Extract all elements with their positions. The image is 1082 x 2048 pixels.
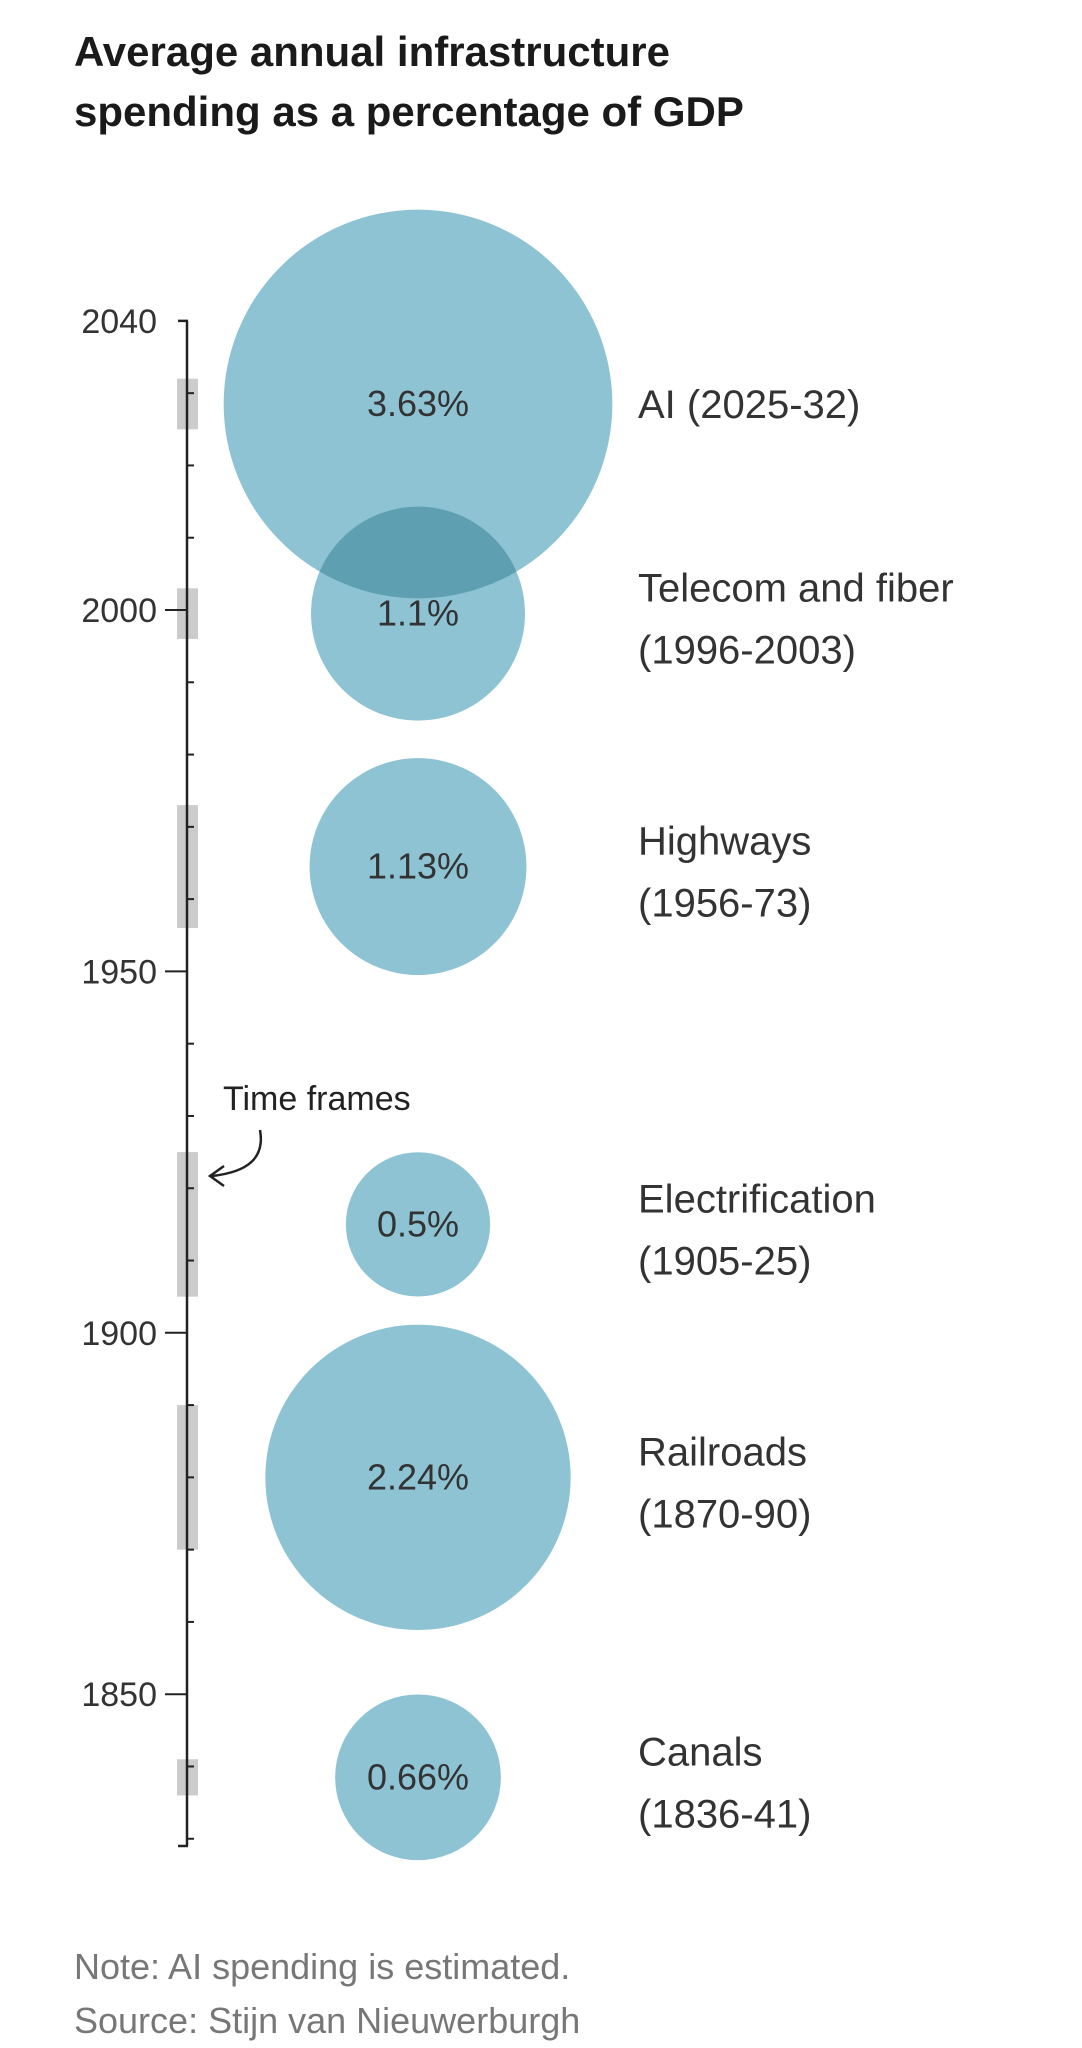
tick-label-2000: 2000: [81, 592, 157, 630]
bubble-3: [309, 758, 527, 976]
chart-title: Average annual infrastructure spending a…: [74, 22, 974, 142]
bubble-5: [223, 209, 613, 599]
project-name-1: Railroads: [638, 1430, 807, 1474]
source-text: Source: Stijn van Nieuwerburgh: [74, 2000, 581, 2041]
project-years-3: (1956-73): [638, 882, 811, 926]
bubble-timeline-chart: 1850 1900 1950 2000 2040 0.66% Canals (1836-41…: [81, 209, 954, 1861]
project-name-3: Highways: [638, 820, 811, 864]
bubbles: [223, 209, 613, 1861]
bubble-labels: 0.66% Canals (1836-41) 2.24% Railroads (1870-…: [367, 383, 954, 1836]
value-label-1: 2.24%: [367, 1456, 469, 1497]
chart-title-line-2: spending as a percentage of GDP: [74, 88, 744, 135]
tick-label-1950: 1950: [81, 953, 157, 991]
footer: Note: AI spending is estimated. Source: …: [74, 1940, 580, 2048]
tick-label-1900: 1900: [81, 1315, 157, 1353]
project-name-0: Canals: [638, 1730, 763, 1774]
project-years-4: (1996-2003): [638, 629, 856, 673]
callout-arrowhead: [207, 1164, 225, 1188]
project-years-1: (1870-90): [638, 1492, 811, 1536]
project-name-2: Electrification: [638, 1177, 876, 1221]
value-label-0: 0.66%: [367, 1756, 469, 1797]
project-name-5: AI (2025-32): [638, 383, 860, 427]
project-name-4: Telecom and fiber: [638, 567, 954, 611]
callout-arrow: [211, 1129, 263, 1178]
tick-label-2040: 2040: [81, 303, 157, 341]
project-years-0: (1836-41): [638, 1792, 811, 1836]
bubble-0: [335, 1694, 501, 1861]
project-years-2: (1905-25): [638, 1239, 811, 1283]
value-label-3: 1.13%: [367, 846, 469, 887]
callout-text: Time frames: [223, 1080, 411, 1118]
bubble-2: [345, 1152, 491, 1297]
value-label-5: 3.63%: [367, 383, 469, 424]
note-text: Note: AI spending is estimated.: [74, 1946, 571, 1987]
value-label-2: 0.5%: [377, 1203, 459, 1244]
chart-title-line-1: Average annual infrastructure: [74, 28, 670, 75]
value-label-4: 1.1%: [377, 593, 459, 634]
year-axis: 1850 1900 1950 2000 2040: [81, 303, 194, 1848]
time-frames-callout: Time frames: [207, 1080, 411, 1188]
bubble-1: [265, 1324, 571, 1631]
tick-label-1850: 1850: [81, 1676, 157, 1714]
